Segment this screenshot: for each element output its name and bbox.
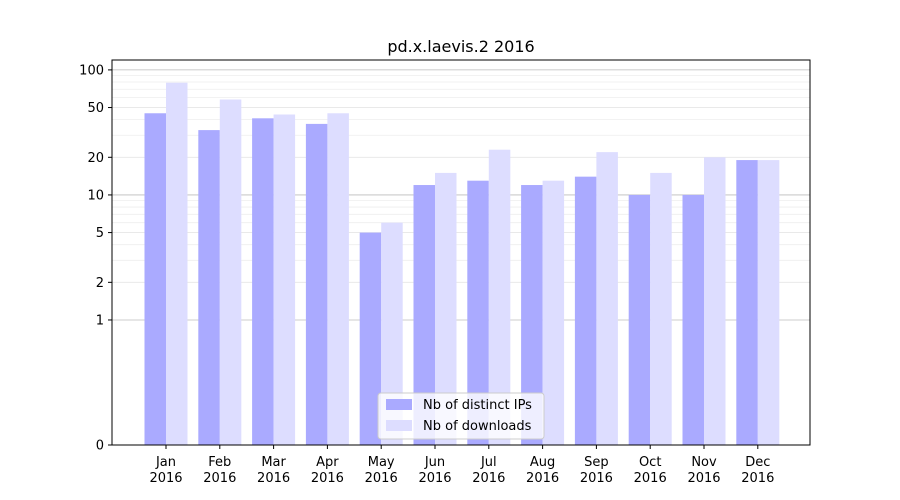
y-tick-label: 100: [79, 63, 104, 78]
x-tick-label-year: 2016: [311, 471, 344, 486]
x-tick-label-month: Jul: [480, 455, 497, 470]
x-tick-label-month: Aug: [530, 455, 555, 470]
bar-distinct-ips: [198, 130, 220, 445]
bar-distinct-ips: [144, 113, 166, 445]
x-tick-label-year: 2016: [580, 471, 613, 486]
bar-distinct-ips: [682, 194, 704, 445]
bar-downloads: [327, 113, 349, 445]
chart-title: pd.x.laevis.2 2016: [387, 37, 534, 56]
y-axis: 0 1 2 5 10 20 50 100: [79, 63, 112, 454]
x-tick-label-year: 2016: [472, 471, 505, 486]
bar-distinct-ips: [521, 185, 543, 445]
bar-distinct-ips: [359, 232, 382, 445]
x-tick-label-year: 2016: [149, 471, 182, 486]
y-tick-label: 20: [87, 151, 104, 166]
bar-downloads: [273, 114, 296, 445]
bar-distinct-ips: [467, 180, 489, 445]
x-tick-label-month: Oct: [639, 455, 661, 470]
legend-label-distinct-ips: Nb of distinct IPs: [423, 398, 532, 413]
x-tick-label-year: 2016: [257, 471, 290, 486]
x-tick-label-month: Jun: [424, 455, 445, 470]
legend-label-downloads: Nb of downloads: [423, 419, 532, 434]
bar-distinct-ips: [736, 160, 758, 445]
bar-downloads: [757, 160, 780, 445]
bar-downloads: [542, 180, 565, 445]
legend-swatch-downloads: [386, 420, 412, 431]
x-tick-label-month: Jan: [155, 455, 176, 470]
y-tick-label: 1: [96, 313, 104, 328]
x-tick-label-month: Feb: [208, 455, 231, 470]
x-tick-label-month: Nov: [691, 455, 717, 470]
bar-distinct-ips: [252, 118, 274, 445]
x-tick-label-year: 2016: [365, 471, 398, 486]
x-tick-label-year: 2016: [526, 471, 559, 486]
y-tick-label: 10: [87, 188, 104, 203]
bar-downloads: [488, 149, 511, 446]
bar-downloads: [704, 157, 726, 445]
bar-distinct-ips: [574, 176, 597, 445]
bar-downloads: [381, 222, 403, 445]
legend-frame: [377, 392, 545, 440]
bars: [144, 82, 780, 446]
legend: Nb of distinct IPs Nb of downloads: [377, 392, 545, 440]
y-tick-label: 5: [96, 226, 104, 241]
x-tick-label-year: 2016: [634, 471, 667, 486]
y-tick-label: 50: [87, 101, 104, 116]
bar-downloads: [166, 82, 188, 445]
bar-downloads: [596, 152, 618, 445]
x-tick-label-year: 2016: [741, 471, 774, 486]
x-tick-label-month: Dec: [745, 455, 770, 470]
bar-downloads: [219, 99, 242, 446]
x-tick-label-month: Apr: [316, 455, 339, 470]
x-tick-label-month: May: [368, 455, 395, 470]
bar-downloads: [650, 172, 672, 445]
bar-distinct-ips: [305, 123, 328, 445]
x-tick-label-year: 2016: [203, 471, 236, 486]
plot-frame: [111, 59, 811, 446]
y-tick-label: 2: [96, 276, 104, 291]
bar-distinct-ips: [628, 194, 651, 445]
x-tick-label-month: Mar: [261, 455, 286, 470]
legend-swatch-distinct-ips: [386, 399, 412, 410]
x-tick-label-year: 2016: [418, 471, 451, 486]
bar-distinct-ips: [413, 185, 435, 445]
x-tick-label-month: Sep: [584, 455, 609, 470]
x-tick-label-year: 2016: [687, 471, 720, 486]
y-tick-label: 0: [96, 439, 104, 454]
bar-downloads: [435, 172, 457, 445]
x-axis: Jan2016Feb2016Mar2016Apr2016May2016Jun20…: [149, 445, 774, 486]
